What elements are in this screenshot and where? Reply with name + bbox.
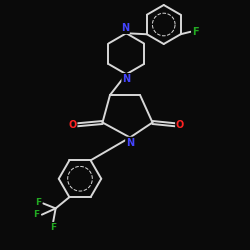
Text: O: O xyxy=(68,120,76,130)
Text: O: O xyxy=(176,120,184,130)
Text: F: F xyxy=(50,223,56,232)
Text: N: N xyxy=(126,138,134,147)
Text: F: F xyxy=(36,198,42,207)
Text: N: N xyxy=(121,23,129,33)
Text: N: N xyxy=(122,74,130,84)
Text: F: F xyxy=(192,27,198,37)
Text: F: F xyxy=(33,210,40,219)
